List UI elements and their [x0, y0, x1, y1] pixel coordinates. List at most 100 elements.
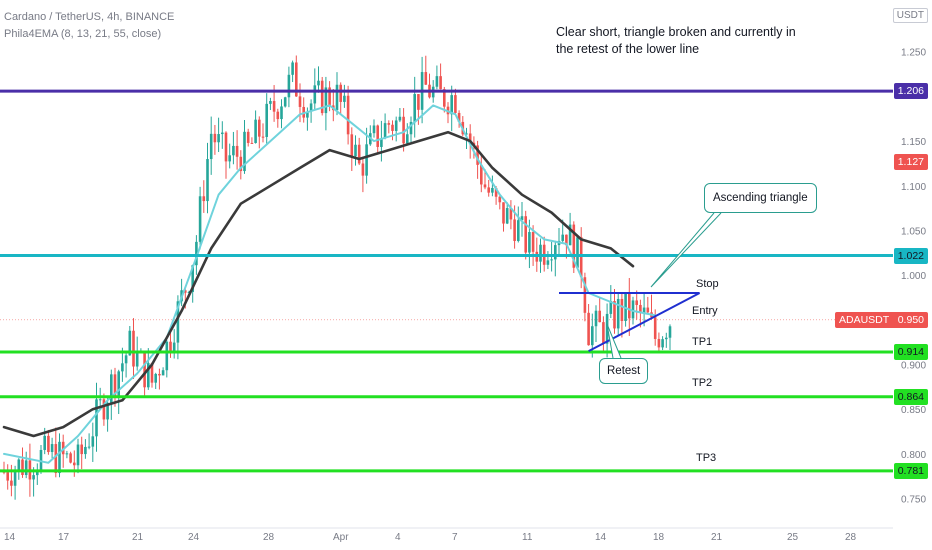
- candle-body: [476, 145, 479, 165]
- candle-body: [261, 136, 265, 138]
- tp3-label: TP3: [696, 452, 717, 464]
- candle-body: [587, 312, 590, 346]
- candle-body: [372, 125, 376, 134]
- candle-body: [221, 132, 224, 135]
- retest-callout[interactable]: Retest: [599, 358, 649, 384]
- candle-body: [402, 116, 405, 144]
- ascending-triangle-callout[interactable]: Ascending triangle: [704, 183, 817, 213]
- analysis-note-line-2: the retest of the lower line: [556, 42, 700, 56]
- candle-body: [213, 133, 217, 143]
- x-tick-label-8: 11: [522, 532, 533, 543]
- price-badge-1: 1.127: [893, 153, 928, 170]
- candle-body: [169, 341, 172, 351]
- candle-body: [313, 85, 317, 104]
- candle-body: [84, 446, 87, 455]
- retest-pointer: [606, 323, 622, 359]
- candle-body: [365, 144, 368, 176]
- candle-body: [361, 163, 365, 176]
- y-tick-label-3: 1.050: [901, 226, 926, 237]
- candle-body: [439, 76, 442, 90]
- candle-body: [228, 155, 231, 162]
- candle-body: [232, 145, 235, 156]
- indicator-legend[interactable]: Phila4EMA (8, 13, 21, 55, close): [4, 28, 162, 40]
- candle-body: [350, 134, 354, 157]
- candle-body: [132, 330, 135, 367]
- candle-body: [295, 62, 298, 97]
- candle-body: [406, 134, 409, 144]
- x-tick-label-4: 28: [263, 532, 275, 543]
- candle-body: [576, 237, 579, 268]
- price-badge-3: ADAUSDT 0.950: [834, 311, 928, 328]
- currency-label[interactable]: USDT: [892, 8, 928, 23]
- candle-body: [54, 444, 58, 474]
- candle-body: [272, 101, 276, 112]
- candle-body: [154, 373, 157, 383]
- analysis-note-line-1: Clear short, triangle broken and current…: [556, 25, 796, 39]
- triangle-bottom-line: [588, 292, 701, 353]
- candle-body: [450, 95, 453, 115]
- ascending-triangle-pointer: [650, 212, 722, 288]
- candle-body: [73, 462, 76, 466]
- candle-body: [128, 330, 132, 356]
- candle-body: [391, 124, 394, 131]
- candle-body: [631, 300, 635, 319]
- candle-body: [394, 120, 398, 131]
- candle-body: [572, 224, 576, 268]
- candle-body: [528, 232, 531, 253]
- candle-body: [465, 133, 468, 135]
- candle-body: [417, 94, 420, 110]
- candle-body: [306, 111, 309, 118]
- x-tick-label-7: 7: [452, 532, 458, 543]
- candle-body: [217, 134, 220, 143]
- price-badge-2: 1.022: [893, 247, 928, 264]
- candle-body: [206, 159, 209, 202]
- candle-body: [36, 470, 39, 476]
- candle-body: [387, 123, 391, 125]
- tp1-label: TP1: [692, 336, 713, 348]
- candle-body: [317, 80, 320, 86]
- candle-body: [21, 459, 24, 475]
- candle-body: [635, 300, 638, 305]
- candle-body: [198, 196, 202, 242]
- candle-body: [383, 123, 387, 139]
- analysis-note: Clear short, triangle broken and current…: [556, 24, 796, 58]
- x-tick-label-3: 24: [188, 532, 200, 543]
- candle-body: [491, 187, 494, 193]
- candle-body: [172, 342, 176, 351]
- candle-body: [121, 363, 124, 372]
- candle-body: [376, 125, 379, 147]
- candle-body: [343, 95, 346, 102]
- symbol-title: Cardano / TetherUS, 4h, BINANCE: [4, 11, 175, 23]
- candle-body: [47, 435, 50, 453]
- candle-body: [6, 472, 9, 481]
- candle-body: [143, 351, 146, 388]
- candle-body: [195, 241, 198, 266]
- candle-body: [602, 322, 605, 344]
- candle-body: [24, 460, 28, 475]
- ema-slow-line: [2, 130, 635, 438]
- candle-body: [291, 62, 294, 75]
- candle-body: [280, 106, 283, 120]
- price-badge-5: 0.864: [893, 388, 928, 405]
- candle-body: [176, 301, 180, 343]
- candle-body: [509, 208, 513, 220]
- candle-body: [579, 237, 583, 278]
- y-tick-label-8: 0.750: [901, 495, 926, 506]
- candle-body: [531, 232, 535, 252]
- candle-body: [102, 399, 106, 420]
- y-tick-label-5: 0.900: [901, 361, 926, 372]
- candle-body: [58, 441, 61, 474]
- x-tick-label-0: 14: [4, 532, 16, 543]
- candle-body: [320, 80, 324, 114]
- candle-body: [646, 307, 650, 313]
- candle-body: [494, 187, 498, 197]
- candle-body: [10, 480, 13, 486]
- candle-body: [620, 298, 624, 321]
- y-tick-label-7: 0.800: [901, 450, 926, 461]
- tp2-label: TP2: [692, 377, 713, 389]
- candle-body: [239, 156, 243, 172]
- candle-body: [184, 290, 187, 293]
- candle-body: [594, 310, 598, 327]
- stop-label: Stop: [696, 278, 719, 290]
